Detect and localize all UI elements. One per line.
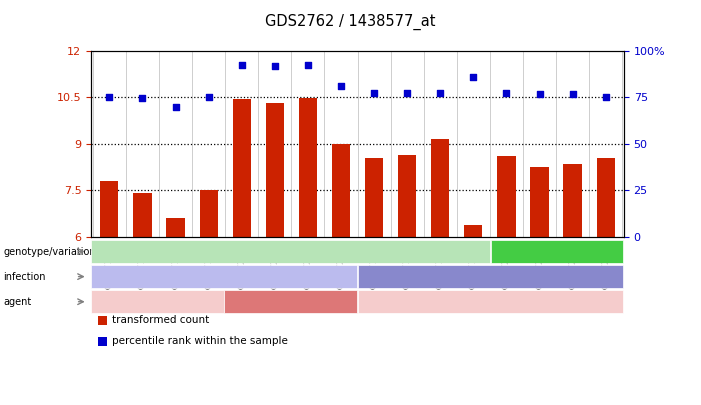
Bar: [497, 156, 515, 237]
Bar: [98, 337, 107, 346]
Text: IFNR null: IFNR null: [534, 247, 580, 256]
Point: [435, 90, 446, 97]
Text: influenza: influenza: [467, 272, 515, 281]
Point: [269, 63, 280, 69]
FancyBboxPatch shape: [91, 290, 224, 313]
Point: [600, 94, 611, 100]
Bar: [100, 181, 118, 237]
Bar: [299, 98, 317, 237]
Point: [468, 74, 479, 80]
FancyBboxPatch shape: [224, 290, 357, 313]
Point: [534, 91, 545, 97]
Point: [104, 93, 115, 100]
Bar: [266, 103, 284, 237]
Point: [335, 83, 346, 90]
Bar: [200, 190, 218, 237]
Bar: [98, 316, 107, 325]
Point: [501, 90, 512, 97]
FancyBboxPatch shape: [91, 265, 357, 288]
Bar: [233, 99, 251, 237]
Bar: [531, 167, 549, 237]
Point: [567, 91, 578, 97]
Bar: [133, 194, 151, 237]
Bar: [365, 158, 383, 237]
FancyBboxPatch shape: [91, 240, 490, 263]
Bar: [332, 144, 350, 237]
Text: agent: agent: [4, 297, 32, 307]
Text: GDS2762 / 1438577_at: GDS2762 / 1438577_at: [265, 14, 436, 30]
Point: [203, 94, 215, 100]
Bar: [464, 224, 482, 237]
Bar: [398, 155, 416, 237]
Text: IFN-beta: IFN-beta: [269, 297, 313, 307]
Point: [137, 95, 148, 101]
Point: [369, 90, 380, 97]
FancyBboxPatch shape: [358, 265, 623, 288]
Text: not applicable: not applicable: [454, 297, 528, 307]
Text: genotype/variation: genotype/variation: [4, 247, 96, 256]
Bar: [166, 218, 184, 237]
Point: [302, 61, 313, 68]
Point: [170, 103, 181, 110]
FancyBboxPatch shape: [358, 290, 623, 313]
Point: [402, 90, 413, 96]
Bar: [431, 139, 449, 237]
Text: wild type: wild type: [267, 247, 315, 256]
Text: uninfected: uninfected: [196, 272, 252, 281]
FancyBboxPatch shape: [491, 240, 623, 263]
Point: [236, 61, 247, 68]
Bar: [564, 164, 582, 237]
Text: infection: infection: [4, 272, 46, 281]
Text: not applicable: not applicable: [121, 297, 195, 307]
Text: percentile rank within the sample: percentile rank within the sample: [112, 337, 288, 346]
Bar: [597, 158, 615, 237]
Text: transformed count: transformed count: [112, 315, 210, 325]
